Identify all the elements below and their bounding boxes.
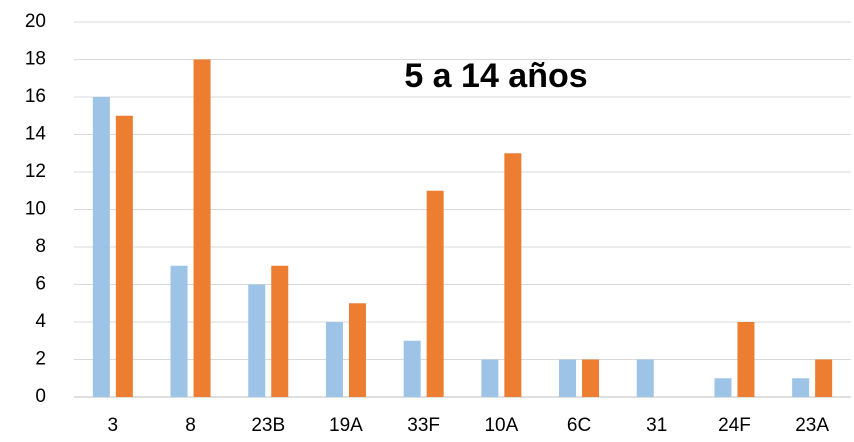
y-tick-label: 2 [35,349,46,370]
y-tick-label: 0 [35,386,46,407]
bar [248,284,266,397]
bar [481,359,499,397]
y-tick-label: 4 [35,311,46,332]
bar [193,59,211,397]
bar [348,303,366,397]
y-tick-label: 6 [35,274,46,295]
bar [792,378,810,397]
bar [426,190,444,397]
y-tick-label: 10 [25,199,46,220]
bar [170,265,188,397]
x-tick-label: 10A [484,415,518,436]
bar [271,265,289,397]
y-tick-label: 16 [25,86,46,107]
bar [636,359,654,397]
x-tick-label: 3 [108,415,119,436]
x-tick-label: 31 [646,415,667,436]
bar [504,153,522,397]
chart-title: 5 a 14 años [404,57,587,95]
x-tick-label: 24F [718,415,751,436]
bar [92,97,110,397]
bar [115,115,133,397]
bar [582,359,600,397]
y-tick-label: 18 [25,49,46,70]
y-tick-label: 12 [25,161,46,182]
bar [559,359,577,397]
x-tick-label: 23B [251,415,285,436]
bar [403,340,421,397]
y-tick-label: 20 [25,11,46,32]
bar [737,322,755,397]
y-tick-label: 8 [35,236,46,257]
x-tick-label: 23A [795,415,829,436]
x-tick-label: 6C [567,415,591,436]
bar [714,378,732,397]
x-tick-label: 19A [329,415,363,436]
y-tick-label: 14 [25,124,47,145]
x-tick-label: 33F [407,415,440,436]
bar [325,322,343,397]
x-tick-label: 8 [185,415,196,436]
bar [815,359,833,397]
